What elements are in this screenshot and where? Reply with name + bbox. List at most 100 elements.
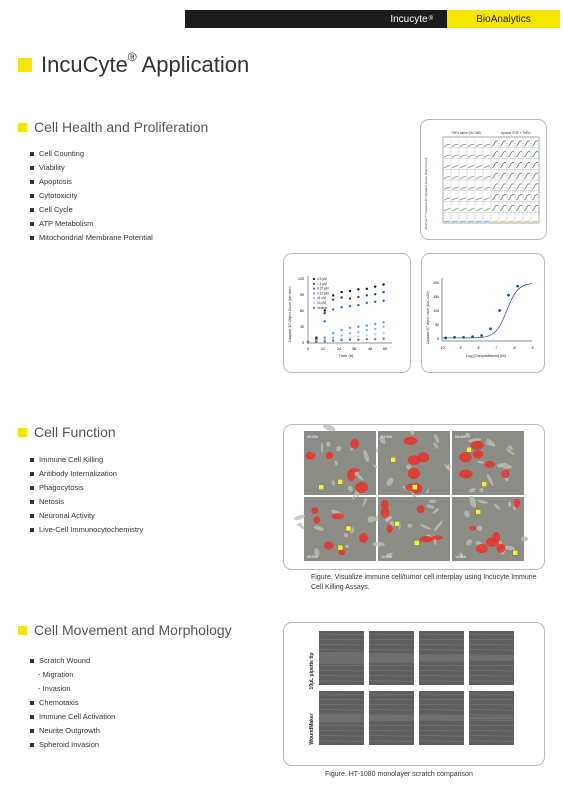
plate-trace — [467, 176, 475, 179]
bullet-icon — [30, 659, 34, 663]
tc-point — [340, 334, 343, 337]
scratch-tile — [368, 691, 415, 745]
tumor-cell — [484, 460, 495, 468]
texture-line — [368, 633, 415, 635]
texture-line — [418, 693, 465, 695]
plate-trace — [475, 165, 483, 169]
cell-shape — [314, 547, 320, 557]
tc-point — [348, 332, 352, 335]
timecourse-chart: Caspase 3/7 Object Count (per mm²) Time … — [288, 276, 392, 358]
tc-point — [365, 338, 368, 341]
plate-trace — [523, 183, 531, 190]
plate-trace — [507, 161, 515, 168]
dr-point — [489, 327, 492, 331]
texture-line — [418, 730, 465, 732]
immune-cell-marker — [337, 544, 344, 551]
tc-point — [323, 336, 326, 339]
tc-point — [357, 325, 360, 328]
plate-trace — [459, 176, 467, 179]
section-heading-cell-health: Cell Health and Proliferation — [18, 119, 208, 135]
bullet-icon — [30, 166, 34, 170]
tc-xtick: 60 — [383, 347, 387, 351]
timestamp-label: 03:00h — [381, 435, 392, 439]
tc-point — [365, 294, 368, 297]
tumor-cell — [359, 532, 368, 543]
tumor-cell — [407, 467, 420, 480]
immune-cell-marker — [394, 521, 400, 527]
dr-ytick: 0 — [437, 337, 439, 341]
texture-line — [368, 740, 415, 742]
title-brand: IncuCyte — [41, 52, 128, 77]
texture-line — [318, 638, 365, 641]
dr-xtick: -8 — [476, 346, 479, 350]
texture-line — [468, 719, 515, 721]
plate-trace — [475, 197, 483, 201]
plate-trace — [523, 140, 531, 147]
plate-trace — [499, 172, 507, 179]
dr-ytick: 50 — [435, 323, 439, 327]
texture-line — [418, 735, 465, 737]
plate-trace — [523, 161, 531, 168]
cell-movement-list: Scratch Wound - Migration - Invasion Che… — [30, 654, 115, 752]
plate-trace — [491, 161, 499, 168]
cell-shape — [313, 525, 324, 531]
tumor-cell — [338, 548, 346, 556]
scratch-tile — [318, 691, 365, 745]
cell-shape — [466, 539, 473, 546]
cell-shape — [520, 536, 529, 542]
texture-line — [418, 740, 465, 742]
plate-trace — [451, 186, 459, 190]
dr-xtick: -6 — [512, 346, 515, 350]
title-rest: Application — [136, 52, 250, 77]
tc-point — [348, 326, 352, 330]
cell-shape — [432, 508, 440, 514]
texture-line — [318, 644, 365, 646]
plate-trace — [499, 151, 507, 158]
section-square-icon — [18, 625, 27, 635]
tc-point — [306, 341, 310, 344]
tc-point — [357, 330, 360, 334]
texture-line — [318, 693, 365, 695]
plate-trace — [459, 197, 467, 201]
tumor-cell — [354, 482, 369, 493]
tc-point — [374, 285, 377, 288]
tc-point — [374, 293, 377, 296]
tc-xlabel: Time (h) — [339, 353, 354, 358]
dr-point — [444, 336, 447, 340]
scratch-row-label: WoundMaker — [309, 713, 315, 744]
immune-cell-marker — [412, 484, 418, 490]
texture-line — [318, 649, 365, 651]
texture-line — [318, 704, 365, 706]
dr-ytick: 200 — [433, 281, 439, 285]
texture-line — [468, 644, 515, 646]
timestamp-label: 09:00h — [307, 555, 318, 559]
tc-point — [332, 336, 335, 339]
tc-legend-marker — [312, 292, 316, 295]
texture-line — [318, 675, 365, 677]
plate-trace — [467, 186, 475, 190]
cell-shape — [508, 501, 512, 508]
plate-trace — [467, 208, 475, 212]
plate-trace — [499, 140, 507, 147]
tc-point — [323, 320, 326, 323]
bullet-icon — [30, 180, 34, 184]
tc-legend-marker — [312, 277, 316, 281]
texture-line — [418, 724, 465, 727]
plate-trace — [451, 154, 459, 158]
tc-point — [340, 339, 343, 342]
texture-line — [468, 698, 515, 701]
plate-trace — [475, 208, 483, 212]
timestamp-label: 15:00h — [455, 555, 466, 559]
bullet-icon — [30, 500, 34, 504]
list-item: Mitochondrial Membrane Potential — [30, 231, 153, 245]
texture-line — [318, 709, 365, 711]
texture-line — [368, 670, 415, 672]
tc-point — [315, 340, 318, 344]
cell-shape — [362, 497, 367, 507]
texture-line — [418, 644, 465, 646]
plate-trace — [483, 176, 491, 179]
cell-shape — [428, 499, 437, 503]
killing-tile: 09:00h — [294, 491, 380, 561]
plate-trace — [507, 183, 515, 190]
tc-point — [382, 321, 385, 324]
